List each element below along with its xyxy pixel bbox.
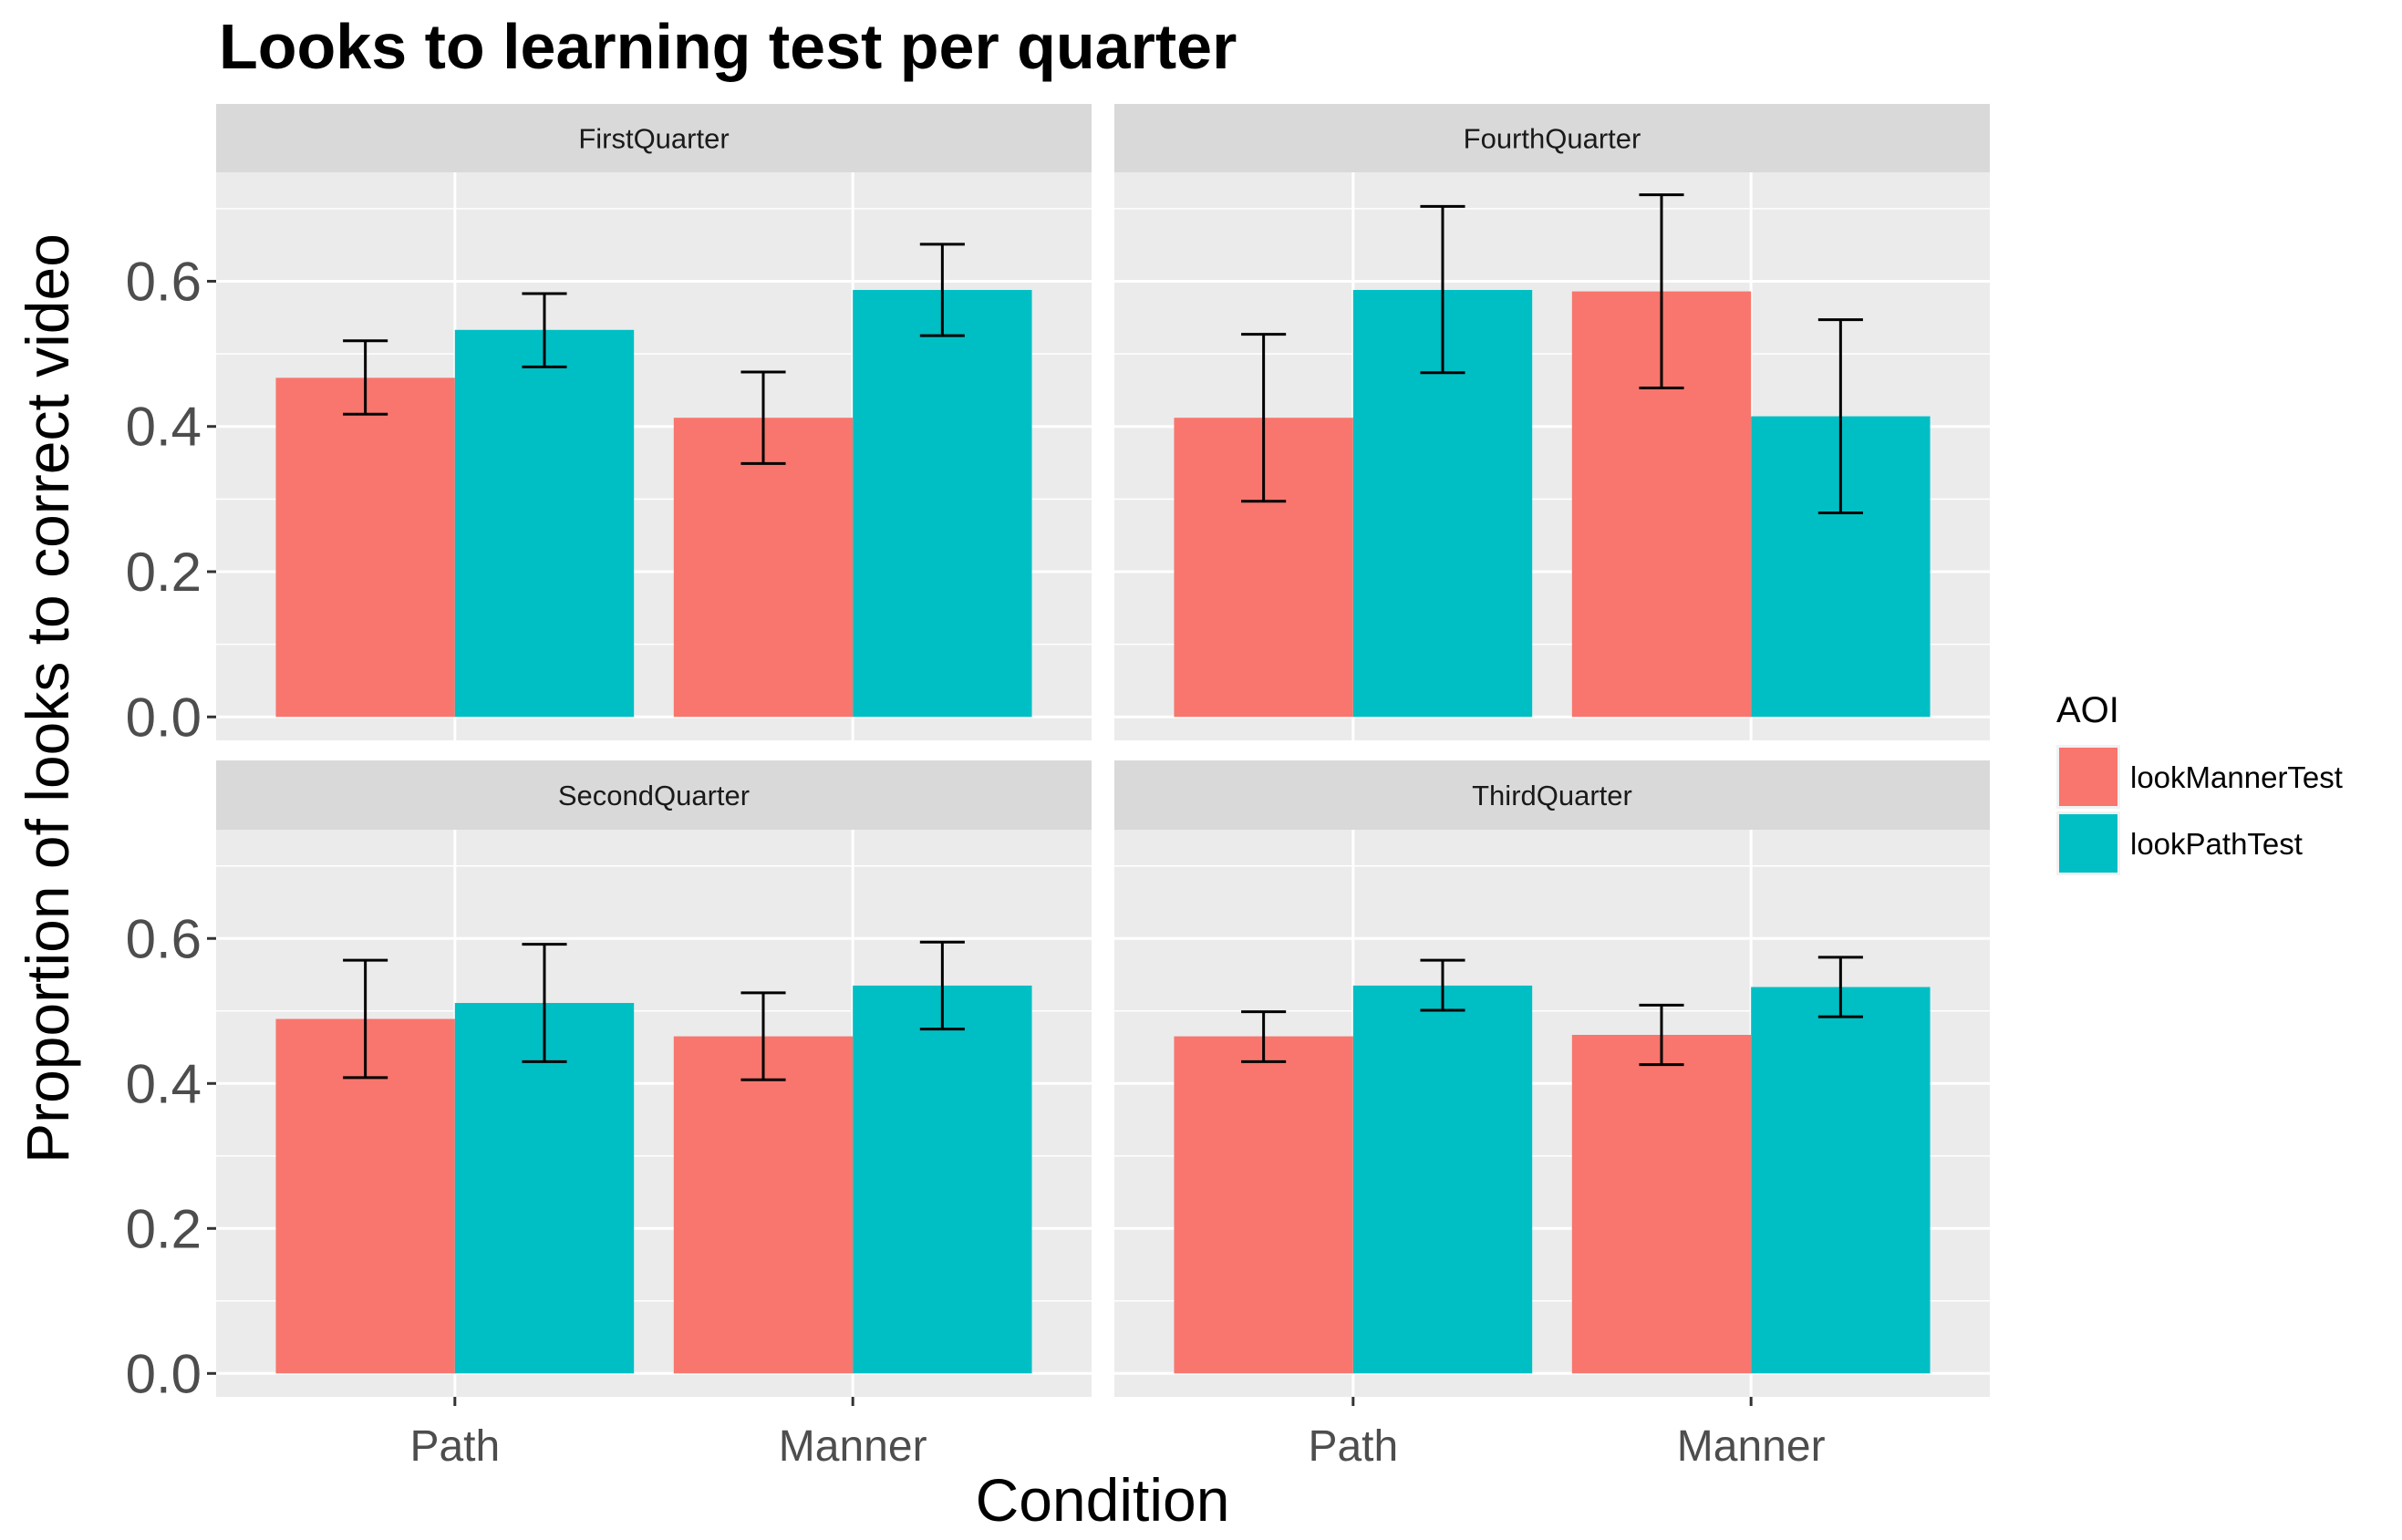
bar — [1174, 1036, 1353, 1374]
bar — [275, 377, 455, 718]
y-tick-label: 0.4 — [126, 1053, 202, 1114]
facet-strip — [1114, 104, 1990, 172]
x-axis-title: Condition — [976, 1466, 1230, 1534]
bar — [454, 329, 635, 718]
bar — [673, 1036, 854, 1374]
x-tick-label: Path — [409, 1422, 500, 1471]
y-tick-label: 0.0 — [126, 1343, 202, 1404]
legend-swatch — [2059, 814, 2117, 873]
x-tick-label: Path — [1308, 1422, 1398, 1471]
facet-panel-FirstQuarter: FirstQuarter 0.0 0.2 0.4 0.6 — [126, 104, 1092, 748]
facet-panel-ThirdQuarter: ThirdQuarter Path Manner — [1114, 760, 1990, 1471]
facet-strip-label: ThirdQuarter — [1472, 780, 1632, 811]
facet-strip — [216, 104, 1092, 172]
y-tick-label: 0.6 — [126, 251, 202, 312]
facet-strip-label: FirstQuarter — [578, 123, 729, 155]
bar — [853, 985, 1032, 1374]
legend-label: lookPathTest — [2130, 827, 2303, 861]
facet-strip-label: SecondQuarter — [558, 780, 750, 811]
bar — [454, 1003, 635, 1374]
y-tick-label: 0.0 — [126, 687, 202, 748]
bar — [673, 418, 854, 718]
facet-strip — [1114, 760, 1990, 830]
y-tick-label: 0.2 — [126, 542, 202, 603]
legend-swatch — [2059, 748, 2117, 806]
facet-panel-FourthQuarter: FourthQuarter — [1114, 104, 1990, 740]
facet-strip — [216, 760, 1092, 830]
bar — [1352, 985, 1533, 1374]
x-tick-label: Manner — [1677, 1422, 1826, 1471]
bar — [1751, 987, 1931, 1374]
facet-panels: FirstQuarter 0.0 0.2 0.4 0.6 FourthQuarter Sec… — [126, 104, 1990, 1471]
facet-strip-label: FourthQuarter — [1464, 123, 1641, 155]
legend: AOI lookMannerTest lookPathTest — [2056, 690, 2343, 875]
legend-label: lookMannerTest — [2130, 760, 2343, 794]
bar — [1571, 1035, 1752, 1374]
y-tick-label: 0.4 — [126, 397, 202, 458]
facet-panel-SecondQuarter: SecondQuarter 0.0 0.2 0.4 0.6 Path Manner — [126, 760, 1092, 1471]
bar — [853, 290, 1032, 718]
x-tick-label: Manner — [779, 1422, 927, 1471]
y-tick-label: 0.2 — [126, 1198, 202, 1259]
chart-title: Looks to learning test per quarter — [219, 11, 1237, 82]
y-tick-label: 0.6 — [126, 908, 202, 969]
legend-title: AOI — [2056, 690, 2119, 730]
y-axis-title: Proportion of looks to correct video — [14, 233, 81, 1163]
